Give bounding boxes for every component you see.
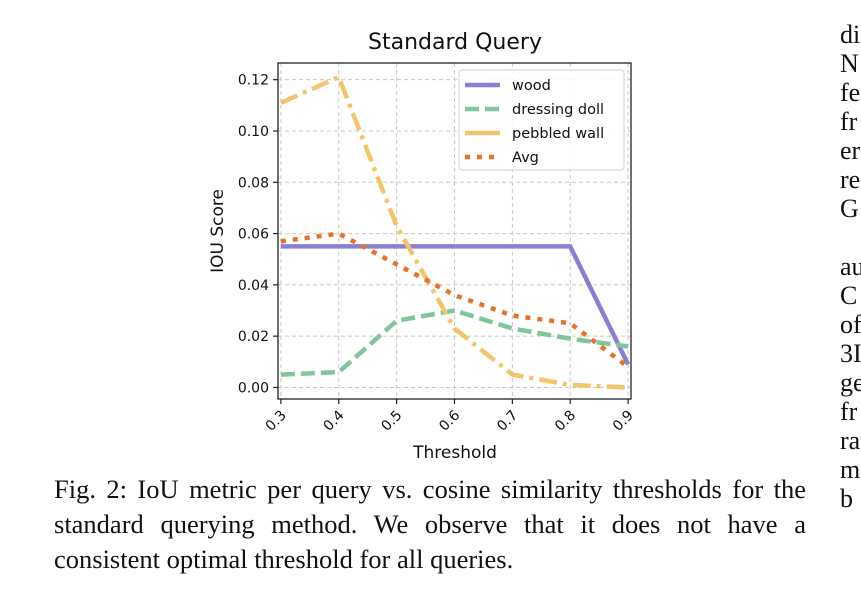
right-column-line: ge <box>840 368 861 397</box>
y-tick-label: 0.08 <box>238 175 269 191</box>
right-column-line: ra <box>840 426 861 455</box>
iou-line-chart: Standard Query 0.000.020.040.060.080.100… <box>208 30 637 463</box>
chart-title: Standard Query <box>368 30 542 55</box>
legend-box <box>458 69 625 171</box>
right-column-line: fr <box>840 397 858 426</box>
figure-caption: Fig. 2: IoU metric per query vs. cosine … <box>54 474 806 574</box>
right-column-line: 3I <box>840 339 861 368</box>
y-tick-label: 0.04 <box>238 278 269 294</box>
series-group <box>279 74 631 390</box>
x-axis-ticks: 0.3 0.4 0.5 0.6 0.7 0.8 0.9 <box>263 399 637 435</box>
x-tick-label: 0.3 <box>263 408 290 435</box>
paragraph-gap <box>840 223 861 252</box>
legend-label: pebbled wall <box>512 126 604 142</box>
y-tick-label: 0.10 <box>238 124 269 140</box>
right-column-line: of <box>840 310 861 339</box>
y-tick-label: 0.06 <box>238 227 269 243</box>
right-column-line: fr <box>840 107 858 136</box>
x-tick-label: 0.6 <box>436 407 463 434</box>
right-column-line: C <box>840 281 858 310</box>
right-column-line: er <box>840 136 861 165</box>
legend: wood dressing doll pebbled wall Avg <box>458 69 625 171</box>
x-tick-label: 0.5 <box>378 408 405 435</box>
right-column-line: fe <box>840 78 861 107</box>
right-column-line: re <box>840 165 861 194</box>
right-column-line: b <box>840 484 853 513</box>
right-column-line: di <box>840 20 861 49</box>
right-column-line: m <box>840 455 861 484</box>
y-axis-ticks: 0.00 0.02 0.04 0.06 0.08 0.10 0.12 <box>238 73 278 396</box>
x-tick-label: 0.9 <box>610 408 637 435</box>
series-line-dressing-doll <box>280 308 629 377</box>
x-tick-label: 0.7 <box>494 408 521 435</box>
legend-label: Avg <box>512 150 539 166</box>
y-tick-label: 0.12 <box>238 73 269 89</box>
legend-label: wood <box>512 78 551 94</box>
y-tick-label: 0.00 <box>238 380 269 396</box>
right-column-line: G <box>840 194 859 223</box>
y-axis-label: IOU Score <box>208 189 228 273</box>
x-tick-label: 0.4 <box>321 407 348 434</box>
right-column-line: au <box>840 252 861 281</box>
right-column-line: N <box>840 49 859 78</box>
y-tick-label: 0.02 <box>238 329 269 345</box>
series-line-wood <box>280 244 631 366</box>
legend-label: dressing doll <box>512 102 604 118</box>
x-axis-label: Threshold <box>412 443 497 463</box>
x-tick-label: 0.8 <box>552 408 579 435</box>
series-line-pebbled-wall <box>279 74 629 390</box>
